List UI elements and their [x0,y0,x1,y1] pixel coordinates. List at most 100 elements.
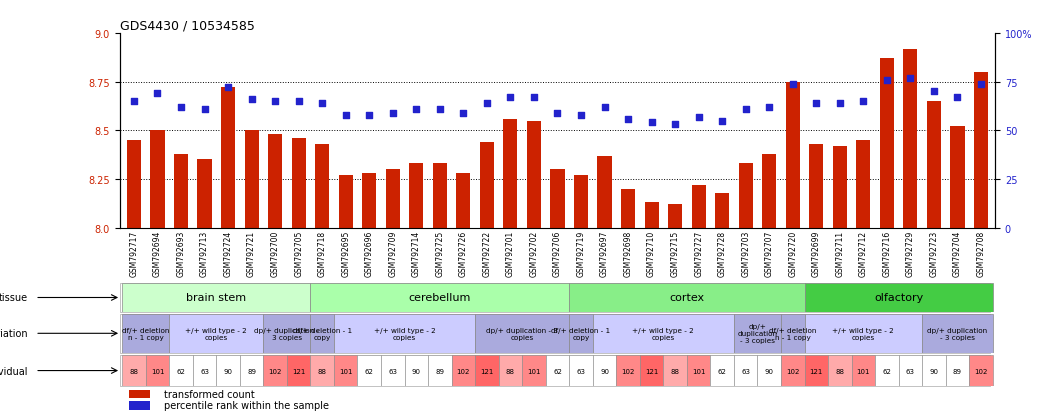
Text: GSM792717: GSM792717 [129,230,139,276]
Point [925,89,942,95]
Point [549,110,566,117]
Text: 90: 90 [929,368,939,374]
Text: 90: 90 [412,368,421,374]
Text: GSM792704: GSM792704 [953,230,962,276]
Text: dp/+ duplication -
3 copies: dp/+ duplication - 3 copies [254,327,320,340]
Bar [922,314,993,353]
Point [525,95,542,101]
Text: 90: 90 [224,368,232,374]
Point [338,112,354,119]
Bar [593,314,734,353]
Text: 121: 121 [810,368,823,374]
Text: 90: 90 [765,368,774,374]
Bar [221,88,235,228]
Text: 63: 63 [389,368,397,374]
Bar [315,145,329,228]
Bar [479,142,494,228]
Bar [240,355,264,386]
Text: GSM792722: GSM792722 [482,230,492,276]
Bar [715,193,729,228]
Point [878,77,895,84]
Text: 101: 101 [339,368,352,374]
Bar [711,355,734,386]
Bar [621,189,636,228]
Bar [546,355,569,386]
Bar [782,355,804,386]
Point [291,99,307,105]
Text: 63: 63 [200,368,209,374]
Bar [903,50,917,228]
Bar [969,355,993,386]
Bar [311,284,569,312]
Bar [456,173,470,228]
Text: GSM792693: GSM792693 [176,230,185,276]
Bar [569,314,593,353]
Text: GSM792712: GSM792712 [859,230,868,276]
Text: GSM792727: GSM792727 [694,230,703,276]
Bar [739,164,752,228]
Text: 62: 62 [883,368,891,374]
Bar [782,314,804,353]
Bar [475,314,569,353]
Bar [404,355,428,386]
Point [384,110,401,117]
Bar [857,141,870,228]
Bar [786,83,800,228]
Text: GSM792723: GSM792723 [929,230,939,276]
Bar [127,141,141,228]
Bar [339,176,353,228]
Text: 121: 121 [480,368,494,374]
Text: +/+ wild type - 2
copies: +/+ wild type - 2 copies [632,327,694,340]
Bar [432,164,447,228]
Text: GSM792694: GSM792694 [153,230,162,276]
Bar [428,355,451,386]
Text: 102: 102 [974,368,988,374]
Point [761,104,777,111]
Bar [616,355,640,386]
Text: +/+ wild type - 2
copies: +/+ wild type - 2 copies [374,327,436,340]
Point [361,112,377,119]
Point [314,100,330,107]
Text: GSM792719: GSM792719 [576,230,586,276]
Point [972,81,989,88]
Text: GSM792698: GSM792698 [623,230,632,276]
Text: 63: 63 [905,368,915,374]
Text: df/+ deletion - 1
copy: df/+ deletion - 1 copy [293,327,352,340]
Bar [758,355,782,386]
Bar [550,170,565,228]
Text: GSM792713: GSM792713 [200,230,209,276]
Bar [128,401,150,410]
Text: 89: 89 [436,368,444,374]
Bar [522,355,546,386]
Bar [593,355,616,386]
Bar [451,355,475,386]
Point [455,110,472,117]
Bar [333,314,475,353]
Point [902,75,919,82]
Bar [574,176,588,228]
Text: GSM792725: GSM792725 [436,230,444,276]
Bar [169,355,193,386]
Text: 102: 102 [269,368,281,374]
Text: 89: 89 [247,368,256,374]
Text: GSM792709: GSM792709 [389,230,397,276]
Text: dp/+ duplication
- 3 copies: dp/+ duplication - 3 copies [927,327,988,340]
Bar [198,160,212,228]
Text: GSM792729: GSM792729 [905,230,915,276]
Text: genotype/variation: genotype/variation [0,328,28,339]
Text: GSM792716: GSM792716 [883,230,891,276]
Text: 62: 62 [718,368,726,374]
Text: GSM792702: GSM792702 [529,230,539,276]
Bar [264,314,311,353]
Point [478,100,495,107]
Bar [410,164,423,228]
Bar [245,131,258,228]
Text: GSM792710: GSM792710 [647,230,656,276]
Bar [810,145,823,228]
Bar [357,355,381,386]
Bar [879,59,894,228]
Bar [597,156,612,228]
Bar [851,355,875,386]
Text: 88: 88 [129,368,139,374]
Bar [804,314,922,353]
